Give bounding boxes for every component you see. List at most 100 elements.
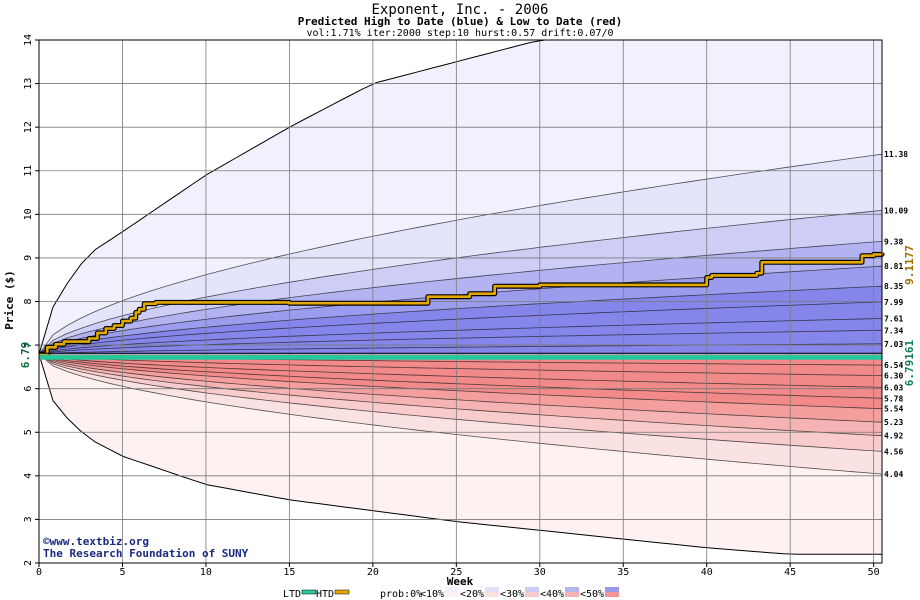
band-end-label-17: 4.56	[884, 447, 903, 456]
legend-label-0: LTD	[283, 589, 301, 600]
x-tick-label-5: 5	[119, 567, 125, 578]
band-end-label-18: 4.04	[884, 470, 903, 479]
band-lower-3	[39, 354, 882, 436]
band-contour-16	[38, 353, 883, 437]
legend-swatch-red-5	[525, 592, 539, 597]
legend-swatch-blue-4	[485, 587, 499, 592]
legend: LTD HTD prob:0%<10% <20% <30% <40% <50%	[283, 587, 619, 600]
legend-swatch-blue-3	[445, 587, 459, 592]
series-layer	[39, 251, 885, 360]
band-end-label-6: 7.99	[884, 298, 903, 307]
band-upper-4	[39, 266, 882, 355]
start-price-label: 6.79	[19, 342, 32, 369]
band-end-label-4: 8.81	[884, 262, 903, 271]
y-tick-label-6: 6	[23, 386, 34, 392]
legend-swatch-red-4	[485, 592, 499, 597]
probability-bands	[38, 39, 883, 555]
band-upper-2	[39, 210, 882, 355]
band-contour-11	[38, 353, 883, 376]
x-tick-label-15: 15	[283, 567, 295, 578]
band-end-label-7: 7.61	[884, 314, 903, 323]
y-tick-label-9: 9	[23, 255, 34, 261]
legend-label-2: prob:0%	[380, 589, 422, 600]
x-tick-label-0: 0	[36, 567, 42, 578]
legend-label-7: <50%	[580, 589, 604, 600]
y-tick-label-8: 8	[23, 298, 34, 304]
band-contour-6	[38, 301, 883, 355]
legend-swatch-0	[301, 589, 317, 595]
x-tick-label-50: 50	[868, 567, 880, 578]
y-tick-label-3: 3	[23, 516, 34, 522]
y-tick-label-7: 7	[23, 342, 34, 348]
legend-label-1: HTD	[316, 589, 334, 600]
legend-label-5: <30%	[500, 589, 524, 600]
legend-swatch-blue-5	[525, 587, 539, 592]
band-end-label-9: 7.03	[884, 340, 903, 349]
band-end-label-1: 11.38	[884, 150, 908, 159]
legend-label-3: <10%	[420, 589, 444, 600]
band-contour-7	[38, 318, 883, 355]
band-contour-14	[38, 353, 883, 410]
band-upper-1	[39, 154, 882, 355]
x-tick-label-40: 40	[701, 567, 713, 578]
band-contour-12	[38, 353, 883, 388]
high-to-date-label: 9.1177	[903, 245, 916, 285]
chart-params: vol:1.71% iter:2000 step:10 hurst:0.57 d…	[306, 28, 613, 39]
x-tick-label-10: 10	[200, 567, 212, 578]
legend-swatch-1	[334, 589, 350, 595]
band-end-label-13: 5.78	[884, 394, 903, 403]
watermark-line-2: The Research Foundation of SUNY	[43, 547, 249, 560]
band-end-label-12: 6.03	[884, 383, 903, 392]
band-end-label-2: 10.09	[884, 206, 908, 215]
band-upper-3	[39, 241, 882, 355]
band-end-label-11: 6.30	[884, 372, 903, 381]
band-end-label-10: 6.54	[884, 361, 903, 370]
band-end-label-15: 5.23	[884, 418, 903, 427]
band-contour-3	[38, 241, 883, 355]
y-tick-label-5: 5	[23, 429, 34, 435]
y-tick-label-4: 4	[23, 473, 34, 479]
chart-title: Exponent, Inc. - 2006	[371, 2, 548, 18]
y-tick-label-2: 2	[23, 560, 34, 566]
x-tick-label-35: 35	[617, 567, 629, 578]
chart-subtitle: Predicted High to Date (blue) & Low to D…	[298, 15, 623, 28]
band-contour-17	[38, 353, 883, 452]
band-end-label-16: 4.92	[884, 432, 903, 441]
band-contour-18	[38, 353, 883, 475]
legend-label-4: <20%	[460, 589, 484, 600]
band-contour-5	[38, 285, 883, 355]
y-tick-label-13: 13	[23, 78, 34, 90]
band-lower-5	[39, 354, 882, 409]
legend-swatch-red-3	[445, 592, 459, 597]
legend-swatch-red-6	[565, 592, 579, 597]
x-axis-label: Week	[447, 575, 474, 588]
band-contour-1	[38, 153, 883, 355]
band-lower-1	[39, 354, 882, 475]
band-contour-8	[38, 329, 883, 355]
legend-swatch-red-7	[605, 592, 619, 597]
band-lower-2	[39, 354, 882, 452]
y-axis-label: Price ($)	[3, 270, 16, 330]
legend-swatch-blue-7	[605, 587, 619, 592]
series-htd	[39, 252, 884, 356]
band-contour-15	[38, 353, 883, 423]
watermark-line-1: ©www.textbiz.org	[43, 535, 149, 548]
band-end-labels: 11.38 10.09 9.38 8.81 8.35 7.99 7.61 7.34 7.03 6.…	[884, 150, 908, 479]
low-to-date-label: 6.79161	[903, 339, 916, 386]
band-end-label-8: 7.34	[884, 326, 903, 335]
band-contour-13	[38, 353, 883, 399]
band-upper-5	[39, 286, 882, 355]
legend-swatch-red-2	[423, 592, 437, 597]
band-end-label-5: 8.35	[884, 282, 903, 291]
legend-swatch-blue-6	[565, 587, 579, 592]
y-tick-label-10: 10	[23, 208, 34, 220]
y-tick-label-12: 12	[23, 121, 34, 133]
band-end-label-14: 5.54	[884, 405, 903, 414]
legend-swatch-blue-2	[423, 587, 437, 592]
legend-label-6: <40%	[540, 589, 564, 600]
x-tick-label-30: 30	[534, 567, 546, 578]
x-tick-label-45: 45	[784, 567, 796, 578]
x-tick-label-25: 25	[450, 567, 462, 578]
